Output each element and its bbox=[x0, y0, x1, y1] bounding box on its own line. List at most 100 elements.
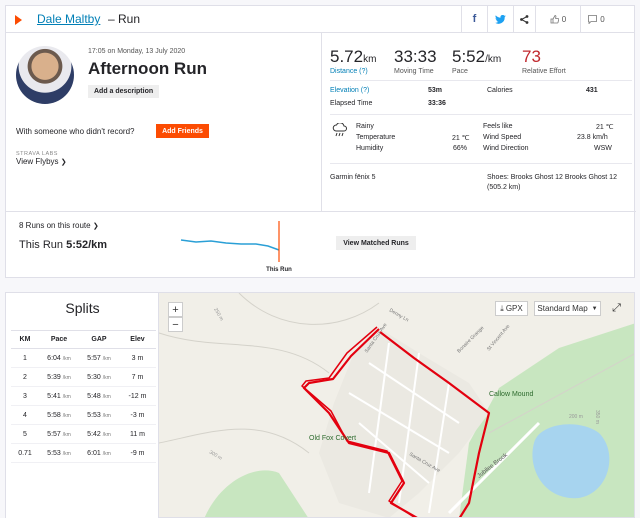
relative-effort-stat[interactable]: 73 Relative Effort bbox=[522, 47, 566, 75]
st-vincent-ave-label: St Vincent Ave bbox=[486, 323, 512, 352]
activity-card: Dale Maltby – Run f 0 0 17:05 on Monday,… bbox=[5, 5, 636, 278]
gpx-download-button[interactable]: ⤓ GPX bbox=[495, 301, 528, 316]
moving-time-value: 33:33 bbox=[394, 47, 437, 66]
gear-separator bbox=[330, 163, 632, 164]
view-matched-runs-button[interactable]: View Matched Runs bbox=[336, 236, 416, 250]
pace-label: Pace bbox=[452, 68, 468, 75]
this-run-label: This Run bbox=[19, 239, 64, 251]
main-road bbox=[447, 421, 541, 515]
split-pace-unit: /km bbox=[62, 393, 71, 400]
twitter-share-button[interactable] bbox=[487, 6, 513, 32]
stats-separator bbox=[330, 80, 632, 81]
split-pace-unit: /km bbox=[62, 450, 71, 457]
split-pace-value: 5:57 bbox=[47, 430, 61, 438]
denny-ln-label: Denny Ln bbox=[388, 308, 410, 324]
strava-labs-label: STRAVA LABS bbox=[16, 151, 58, 157]
splits-body: 1 6:04 /km 5:57 /km 3 m 2 5:39 /km 5:30 /km 7 m… bbox=[11, 349, 156, 463]
split-gap: 5:42 /km bbox=[79, 431, 119, 438]
shoes-distance: (505.2 km) bbox=[487, 184, 521, 191]
split-gap: 5:30 /km bbox=[79, 374, 119, 381]
split-km: 1 bbox=[23, 354, 27, 362]
split-gap-value: 5:30 bbox=[87, 373, 101, 381]
split-elev: 3 m bbox=[131, 354, 144, 362]
split-km: 2 bbox=[23, 373, 27, 381]
fullscreen-button[interactable]: ⤢ bbox=[608, 301, 625, 316]
kudos-count: 0 bbox=[561, 14, 567, 24]
run-type-icon bbox=[15, 15, 22, 25]
view-flybys-link[interactable]: View Flybys ❯ bbox=[16, 157, 67, 166]
comment-count: 0 bbox=[600, 14, 605, 24]
fullscreen-icon: ⤢ bbox=[612, 302, 621, 314]
map-type-select[interactable]: Standard Map ▼ bbox=[534, 301, 601, 316]
feels-like-label: Feels like bbox=[483, 123, 513, 130]
athlete-avatar[interactable] bbox=[16, 46, 74, 104]
facebook-share-button[interactable]: f bbox=[461, 6, 487, 32]
split-gap-value: 5:48 bbox=[87, 392, 101, 400]
shoes-info: Shoes: Brooks Ghost 12 Brooks Ghost 12 bbox=[487, 174, 617, 181]
split-gap-value: 5:42 bbox=[87, 430, 101, 438]
this-run-marker-label: This Run bbox=[266, 267, 292, 273]
split-km: 3 bbox=[23, 392, 27, 400]
kudos-button[interactable]: 0 bbox=[535, 6, 580, 32]
athlete-name-link[interactable]: Dale Maltby bbox=[37, 12, 101, 26]
feels-like-value: 21 ℃ bbox=[596, 124, 614, 131]
split-elev: -9 m bbox=[130, 449, 145, 457]
add-description-button[interactable]: Add a description bbox=[88, 85, 160, 98]
elapsed-value: 33:36 bbox=[428, 100, 446, 107]
residential-area bbox=[319, 328, 489, 517]
split-pace-value: 5:39 bbox=[47, 373, 61, 381]
wind-direction-value: WSW bbox=[594, 145, 612, 152]
runs-on-route-label: 8 Runs on this route bbox=[19, 221, 91, 230]
humidity-value: 66% bbox=[453, 145, 468, 152]
comment-icon bbox=[588, 14, 598, 24]
pace-value: 5:52 bbox=[452, 47, 486, 66]
download-icon: ⤓ bbox=[500, 303, 504, 313]
rain-cloud-icon bbox=[332, 123, 347, 137]
chevron-right-icon: ❯ bbox=[92, 223, 99, 230]
distance-label[interactable]: Distance (?) bbox=[330, 68, 368, 75]
horizontal-divider bbox=[6, 211, 636, 212]
split-row: 2 5:39 /km 5:30 /km 7 m bbox=[11, 368, 156, 387]
split-gap-unit: /km bbox=[102, 355, 111, 362]
contour-350-label: 350 m bbox=[594, 410, 600, 424]
add-friends-button[interactable]: Add Friends bbox=[156, 124, 209, 138]
zoom-out-button[interactable]: − bbox=[168, 317, 183, 332]
contour-lines bbox=[159, 293, 634, 454]
green-area bbox=[459, 323, 634, 517]
route-map[interactable]: Callow Mound Old Fox Covert Jubilee Broo… bbox=[158, 292, 635, 518]
comments-button[interactable]: 0 bbox=[580, 6, 612, 32]
elevation-label[interactable]: Elevation (?) bbox=[330, 87, 370, 94]
runs-on-route-link[interactable]: 8 Runs on this route ❯ bbox=[19, 221, 99, 230]
split-pace-value: 5:41 bbox=[47, 392, 61, 400]
split-row: 1 6:04 /km 5:57 /km 3 m bbox=[11, 349, 156, 368]
weather-condition: Rainy bbox=[356, 123, 374, 130]
split-pace-value: 5:58 bbox=[47, 411, 61, 419]
distance-unit: km bbox=[363, 54, 377, 65]
split-km: 4 bbox=[23, 411, 27, 419]
calories-label: Calories bbox=[487, 87, 513, 94]
splits-table: KM Pace GAP Elev 1 6:04 /km 5:57 /km 3 m 2 5:… bbox=[11, 330, 156, 463]
lake bbox=[532, 424, 610, 499]
share-button[interactable] bbox=[513, 6, 535, 32]
activity-type: – Run bbox=[108, 12, 141, 26]
pace-unit: /km bbox=[485, 54, 502, 65]
split-gap-value: 5:57 bbox=[87, 354, 101, 362]
share-icon bbox=[520, 14, 529, 24]
split-gap: 5:53 /km bbox=[79, 412, 119, 419]
map-type-label: Standard Map bbox=[537, 304, 588, 313]
map-canvas: Callow Mound Old Fox Covert Jubilee Broo… bbox=[159, 293, 634, 517]
split-km: 0.71 bbox=[18, 449, 32, 457]
calories-value: 431 bbox=[586, 87, 598, 94]
split-pace-value: 5:53 bbox=[47, 449, 61, 457]
callow-mound-label: Callow Mound bbox=[489, 391, 533, 398]
route-comparison-line bbox=[180, 239, 280, 251]
green-area bbox=[204, 470, 308, 517]
split-pace: 5:57 /km bbox=[39, 431, 79, 438]
temperature-value: 21 ℃ bbox=[452, 135, 470, 142]
splits-header-row: KM Pace GAP Elev bbox=[11, 330, 156, 349]
moving-time-label: Moving Time bbox=[394, 68, 434, 75]
zoom-in-button[interactable]: + bbox=[168, 302, 183, 317]
split-pace: 5:41 /km bbox=[39, 393, 79, 400]
bonaire-grange-label: Bonaire Grange bbox=[456, 325, 485, 354]
moving-time-stat: 33:33 Moving Time bbox=[394, 47, 437, 75]
